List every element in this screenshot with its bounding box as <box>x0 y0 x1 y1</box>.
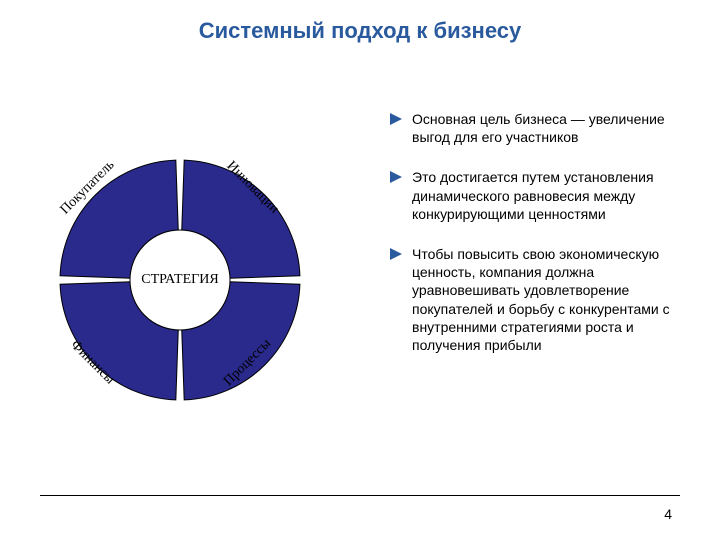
bullet-list: Основная цель бизнеса — увеличение выгод… <box>390 110 690 376</box>
page-number: 4 <box>664 506 672 522</box>
bullet-text: Это достигается путем установления динам… <box>412 168 690 223</box>
strategy-wheel-diagram: СТРАТЕГИЯПокупательИнновацииФинансыПроце… <box>40 140 320 420</box>
bullet-item: Это достигается путем установления динам… <box>390 168 690 223</box>
bullet-text: Основная цель бизнеса — увеличение выгод… <box>412 110 690 146</box>
bullet-item: Чтобы повысить свою экономическую ценнос… <box>390 245 690 354</box>
triangle-bullet-icon <box>390 113 402 125</box>
wheel-svg: СТРАТЕГИЯПокупательИнновацииФинансыПроце… <box>40 140 320 420</box>
footer-divider <box>40 495 680 496</box>
center-label: СТРАТЕГИЯ <box>141 272 218 287</box>
triangle-bullet-icon <box>390 248 402 260</box>
triangle-bullet-icon <box>390 171 402 183</box>
bullet-text: Чтобы повысить свою экономическую ценнос… <box>412 245 690 354</box>
slide-title: Системный подход к бизнесу <box>0 18 720 44</box>
bullet-item: Основная цель бизнеса — увеличение выгод… <box>390 110 690 146</box>
